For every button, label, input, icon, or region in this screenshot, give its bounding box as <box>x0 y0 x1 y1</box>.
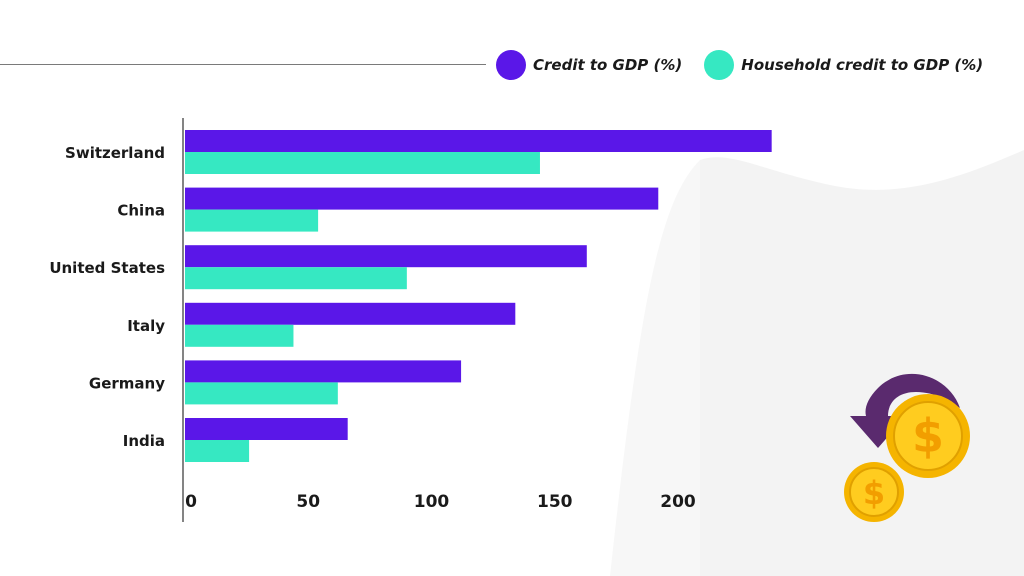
category-label: Italy <box>127 317 165 335</box>
legend-label-household: Household credit to GDP (%) <box>741 56 984 74</box>
bar-italy-series-2 <box>185 324 294 347</box>
x-tick-label: 0 <box>185 492 197 512</box>
bar-germany-series-2 <box>185 382 338 405</box>
bar-china-series-1 <box>185 187 659 210</box>
dollar-coins-with-arrow-icon: $ $ <box>844 373 970 522</box>
legend-item-household: Household credit to GDP (%) <box>704 50 983 80</box>
legend-item-credit: Credit to GDP (%) <box>496 50 682 80</box>
bar-italy-series-1 <box>185 302 516 325</box>
legend-swatch-credit <box>496 50 526 80</box>
bar-germany-series-1 <box>185 360 462 383</box>
x-tick-label: 100 <box>414 492 450 512</box>
x-tick-label: 150 <box>537 492 573 512</box>
category-label: India <box>123 432 165 450</box>
category-label: United States <box>49 259 165 277</box>
x-tick-label: 50 <box>296 492 320 512</box>
header-rule <box>0 64 486 65</box>
chart-legend: Credit to GDP (%) Household credit to GD… <box>496 48 1005 82</box>
curved-arrow-icon <box>850 373 960 448</box>
bar-china-series-2 <box>185 209 319 232</box>
small-coin-symbol: $ <box>863 474 885 512</box>
large-coin-symbol: $ <box>912 409 944 463</box>
category-label: Germany <box>89 374 165 392</box>
bar-india-series-1 <box>185 418 348 440</box>
legend-swatch-household <box>704 50 735 80</box>
large-coin: $ <box>886 394 970 478</box>
bar-switzerland-series-1 <box>185 130 772 152</box>
bar-united-states-series-2 <box>185 267 407 290</box>
small-coin: $ <box>844 462 904 522</box>
bar-united-states-series-1 <box>185 245 587 268</box>
bar-india-series-2 <box>185 440 250 462</box>
x-tick-label: 200 <box>660 492 696 512</box>
legend-label-credit: Credit to GDP (%) <box>533 56 683 74</box>
category-label: China <box>117 202 165 220</box>
bar-switzerland-series-2 <box>185 152 540 174</box>
category-label: Switzerland <box>65 144 165 162</box>
